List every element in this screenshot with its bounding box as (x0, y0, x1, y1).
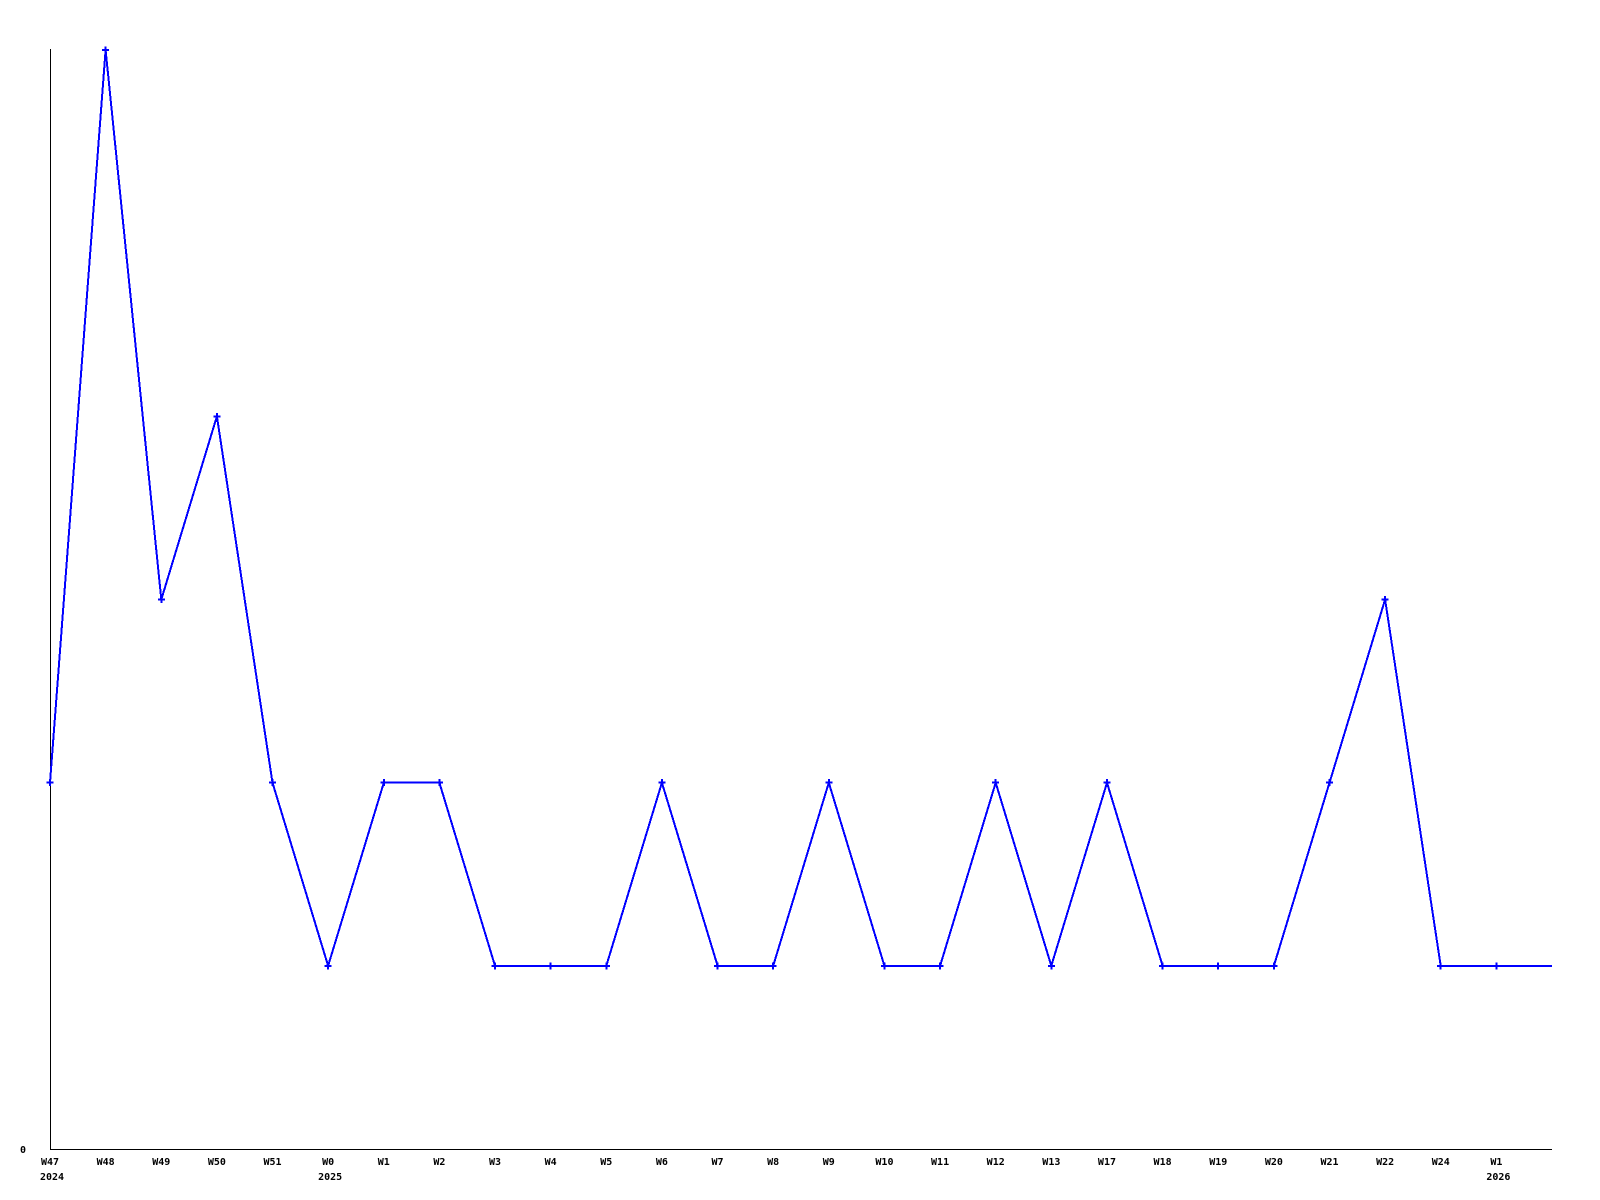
x-tick-label: W0 (322, 1157, 334, 1168)
x-tick-label: W18 (1154, 1157, 1172, 1168)
data-point-marker (1325, 779, 1333, 787)
x-tick-label: W8 (767, 1157, 779, 1168)
x-tick-label: W3 (489, 1157, 501, 1168)
x-tick-label: W6 (656, 1157, 668, 1168)
data-point-marker (157, 596, 165, 603)
x-tick-label: W11 (931, 1157, 949, 1168)
data-point-marker (714, 962, 722, 970)
data-point-marker (1270, 962, 1278, 970)
data-point-marker (1381, 596, 1389, 603)
data-point-marker (880, 962, 888, 970)
x-tick-label: W49 (152, 1157, 170, 1168)
series-line (49, 49, 1552, 970)
x-tick-label: W1 (1490, 1157, 1502, 1168)
x-tick-label: W17 (1098, 1157, 1116, 1168)
y-axis-zero-label: 0 (20, 1145, 26, 1156)
data-point-marker (1159, 962, 1167, 970)
data-point-marker (1047, 962, 1055, 970)
x-tick-label: W4 (545, 1157, 557, 1168)
x-tick-label: W5 (600, 1157, 612, 1168)
x-tick-year-label: 2024 (40, 1172, 64, 1183)
data-point-marker (1103, 779, 1111, 787)
data-point-marker (602, 962, 610, 970)
x-tick-label: W1 (378, 1157, 390, 1168)
x-tick-label: W10 (875, 1157, 893, 1168)
data-point-marker (46, 779, 54, 787)
data-point-marker (324, 962, 332, 970)
data-point-marker (769, 962, 777, 970)
x-tick-year-label: 2026 (1486, 1172, 1510, 1183)
axis-lines (50, 49, 1552, 1150)
x-tick-label: W21 (1320, 1157, 1338, 1168)
x-tick-label: W13 (1042, 1157, 1060, 1168)
x-tick-label: W12 (987, 1157, 1005, 1168)
data-point-marker (658, 779, 666, 787)
x-tick-label: W19 (1209, 1157, 1227, 1168)
data-point-marker (936, 962, 944, 970)
data-point-marker (380, 779, 388, 787)
data-point-marker (435, 779, 443, 787)
x-tick-label: W22 (1376, 1157, 1394, 1168)
x-tick-label: W24 (1432, 1157, 1450, 1168)
x-tick-label: W48 (97, 1157, 115, 1168)
data-point-marker (1214, 962, 1222, 970)
data-point-marker (491, 962, 499, 970)
x-tick-label: W9 (823, 1157, 835, 1168)
data-point-marker (825, 779, 833, 787)
data-point-marker (1437, 962, 1445, 970)
x-tick-year-label: 2025 (318, 1172, 342, 1183)
data-point-marker (102, 46, 110, 54)
x-tick-label: W7 (712, 1157, 724, 1168)
x-tick-label: W51 (263, 1157, 281, 1168)
data-point-marker (547, 962, 555, 970)
data-point-marker (213, 412, 221, 420)
data-point-marker (1492, 962, 1500, 970)
x-tick-label: W2 (433, 1157, 445, 1168)
x-tick-label: W50 (208, 1157, 226, 1168)
x-tick-label: W20 (1265, 1157, 1283, 1168)
x-tick-label: W47 (41, 1157, 59, 1168)
data-point-marker (992, 779, 1000, 787)
data-point-marker (269, 779, 277, 787)
